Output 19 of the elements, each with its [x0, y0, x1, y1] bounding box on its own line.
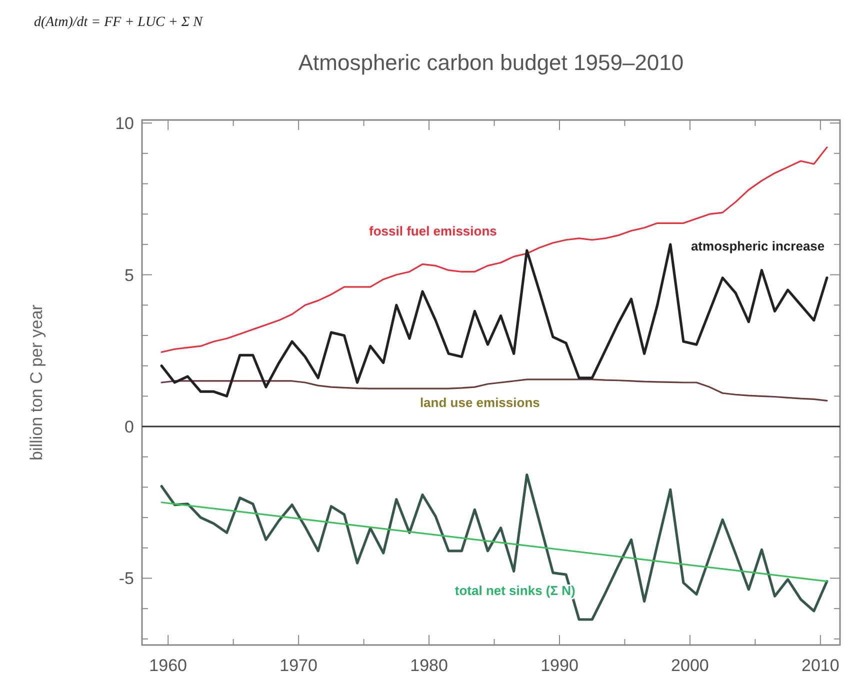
y-axis-title: billion ton C per year: [27, 304, 46, 460]
chart-title: Atmospheric carbon budget 1959–2010: [298, 50, 684, 75]
x-tick-label: 2000: [671, 656, 709, 675]
y-tick-label: 5: [124, 266, 134, 285]
text: d(Atm)/dt = FF + LUC + Σ N: [34, 15, 204, 30]
series-label: land use emissions: [420, 394, 540, 410]
x-tick-label: 1990: [540, 656, 578, 675]
line-series: [160, 146, 828, 353]
x-tick-label: 2010: [802, 656, 840, 675]
x-tick-label: 1960: [149, 656, 188, 675]
x-tick-label: 1980: [410, 656, 448, 675]
series-label: atmospheric increase: [690, 238, 825, 254]
line-series: [160, 473, 828, 621]
series-label: fossil fuel emissions: [369, 223, 497, 238]
y-tick-label: 10: [115, 114, 134, 134]
x-tick-label: 1970: [280, 656, 318, 675]
y-tick-label: 0: [124, 418, 134, 437]
y-tick-label: -5: [118, 569, 134, 588]
line-series: [160, 243, 828, 398]
